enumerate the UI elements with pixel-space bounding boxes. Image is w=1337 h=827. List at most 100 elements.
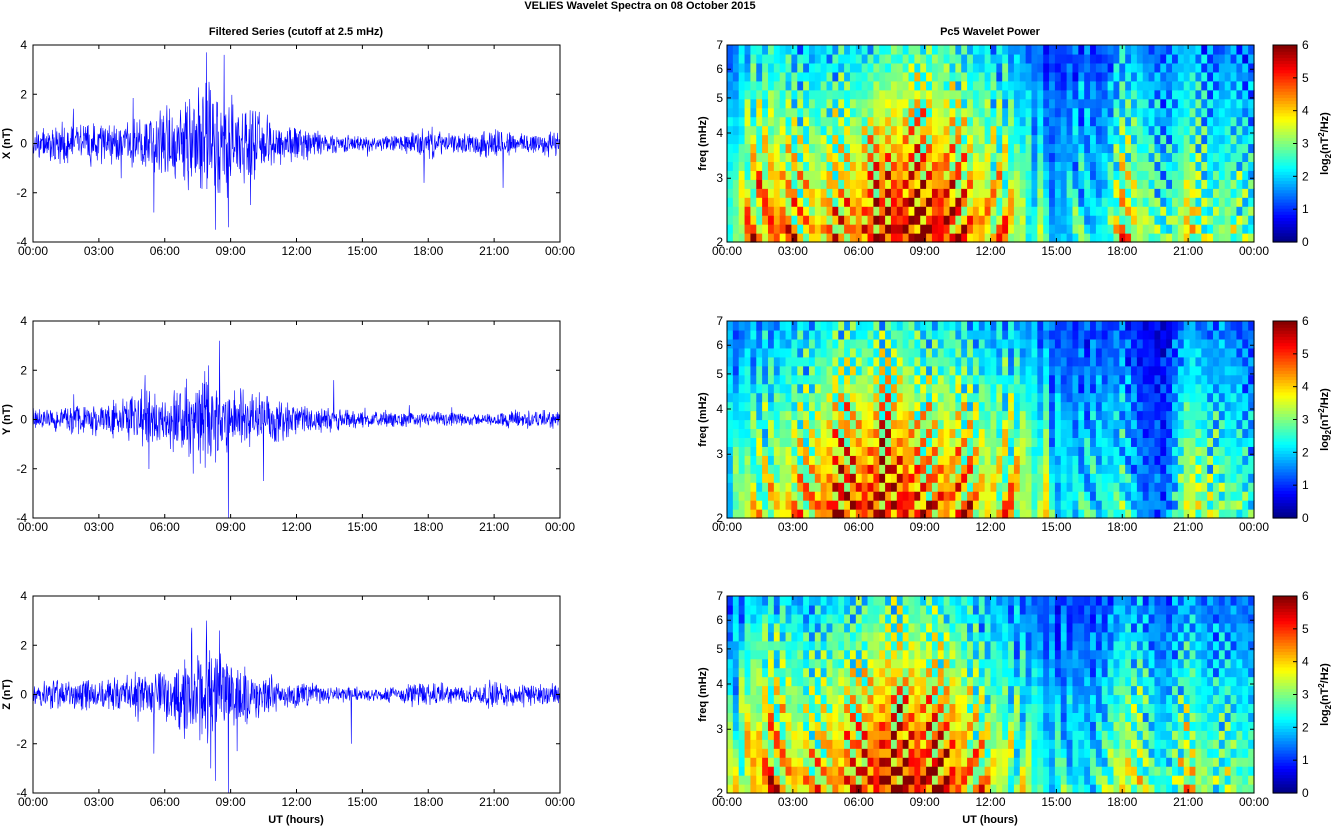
heatmap-cell — [1136, 401, 1144, 412]
heatmap-cell — [838, 491, 845, 501]
heatmap-cell — [1218, 134, 1226, 145]
x-tick-label: 00:00 — [18, 244, 48, 258]
heatmap-cell — [1142, 233, 1150, 243]
heatmap-cell — [861, 428, 869, 438]
heatmap-cell — [785, 464, 793, 474]
heatmap-cell — [1230, 464, 1238, 474]
heatmap-cell — [727, 784, 734, 794]
heatmap-cell — [1095, 161, 1103, 171]
heatmap-cell — [803, 712, 810, 722]
heatmap-cell — [1201, 491, 1208, 501]
heatmap-cell — [908, 473, 915, 483]
heatmap-cell — [890, 491, 898, 501]
heatmap-cell — [820, 766, 828, 776]
heatmap-cell — [1131, 215, 1138, 225]
heatmap-cell — [844, 464, 851, 474]
y-tick-label: 2 — [20, 638, 27, 652]
heatmap-cell — [890, 482, 898, 492]
heatmap-cell — [1177, 89, 1185, 100]
heatmap-cell — [1160, 392, 1167, 403]
heatmap-cell — [844, 604, 851, 615]
heatmap-cell — [1107, 321, 1115, 331]
heatmap-cell — [744, 188, 752, 198]
heatmap-cell — [1066, 107, 1074, 118]
heatmap-cell — [1084, 464, 1091, 474]
heatmap-cell — [1213, 321, 1220, 331]
heatmap-cell — [967, 509, 974, 519]
heatmap-cell — [937, 446, 945, 456]
heatmap-cell — [873, 482, 880, 492]
heatmap-cell — [1119, 71, 1126, 82]
heatmap-cell — [1166, 419, 1173, 430]
heatmap-cell — [1054, 428, 1062, 438]
heatmap-cell — [1224, 347, 1232, 358]
heatmap-cell — [791, 613, 798, 624]
heatmap-cell — [844, 509, 851, 519]
heatmap-cell — [1002, 45, 1009, 55]
heatmap-cell — [803, 784, 810, 794]
heatmap-cell — [785, 631, 793, 642]
heatmap-cell — [949, 233, 956, 243]
heatmap-cell — [1136, 482, 1144, 492]
heatmap-cell — [756, 446, 763, 456]
heatmap-cell — [1218, 401, 1226, 412]
heatmap-cell — [826, 134, 833, 145]
heatmap-cell — [873, 233, 880, 243]
heatmap-cell — [961, 509, 968, 519]
heatmap-cell — [914, 161, 921, 171]
heatmap-cell — [849, 374, 857, 385]
heatmap-cell — [1142, 374, 1150, 385]
heatmap-cell — [1060, 62, 1068, 73]
heatmap-cell — [773, 98, 781, 109]
heatmap-cell — [1060, 464, 1068, 474]
heatmap-cell — [1066, 446, 1074, 456]
heatmap-cell — [773, 62, 781, 73]
heatmap-cell — [744, 71, 752, 82]
heatmap-cell — [744, 482, 752, 492]
heatmap-cell — [1002, 188, 1009, 198]
heatmap-cell — [1242, 428, 1249, 438]
heatmap-cell — [1101, 347, 1109, 358]
heatmap-cell — [785, 419, 793, 430]
heatmap-cell — [727, 197, 734, 207]
heatmap-cell — [1113, 374, 1120, 385]
heatmap-cell — [750, 596, 757, 606]
heatmap-cell — [1195, 71, 1202, 82]
colorbar-tick-label: 4 — [1302, 380, 1309, 394]
heatmap-cell — [908, 446, 915, 456]
heatmap-cell — [890, 748, 898, 758]
heatmap-cell — [773, 500, 781, 510]
heatmap-cell — [1236, 45, 1243, 55]
heatmap-cell — [1078, 482, 1085, 492]
heatmap-cell — [1224, 482, 1232, 492]
heatmap-cell — [1242, 491, 1249, 501]
heatmap-cell — [1066, 374, 1074, 385]
heatmap-cell — [820, 116, 828, 127]
heatmap-cell — [814, 712, 822, 722]
heatmap-cell — [920, 473, 927, 483]
heatmap-cell — [779, 667, 787, 678]
heatmap-cell — [896, 437, 904, 447]
colorbar-step — [1273, 106, 1297, 111]
heatmap-cell — [1025, 98, 1033, 109]
heatmap-cell — [1025, 321, 1033, 331]
heatmap-cell — [1195, 224, 1202, 234]
heatmap-cell — [808, 89, 816, 100]
heatmap-cell — [1131, 473, 1138, 483]
heatmap-cell — [1031, 116, 1038, 127]
heatmap-cell — [820, 143, 828, 154]
heatmap-cell — [890, 170, 898, 180]
heatmap-cell — [838, 419, 845, 430]
heatmap-cell — [849, 703, 857, 713]
heatmap-cell — [750, 446, 757, 456]
heatmap-cell — [1019, 419, 1027, 430]
heatmap-cell — [844, 721, 851, 731]
heatmap-cell — [943, 89, 951, 100]
heatmap-cell — [978, 143, 986, 154]
heatmap-cell — [779, 766, 787, 776]
heatmap-cell — [1224, 71, 1232, 82]
heatmap-cell — [849, 329, 857, 340]
heatmap-cell — [1054, 491, 1062, 501]
heatmap-cell — [926, 98, 933, 109]
heatmap-cell — [1008, 116, 1015, 127]
